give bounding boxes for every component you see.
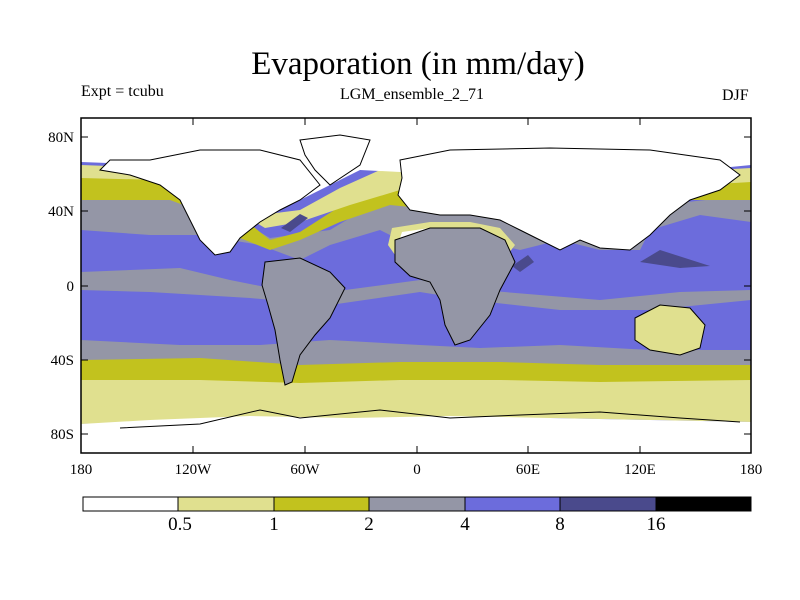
land-australia (634, 304, 706, 356)
colorbar-swatch-1 (82, 496, 179, 512)
x-tick-180e: 180 (740, 462, 763, 478)
colorbar-swatch-6 (559, 496, 657, 512)
colorbar-label-0.5: 0.5 (168, 514, 192, 535)
colorbar-label-2: 2 (364, 514, 374, 535)
experiment-label: Expt = tcubu (81, 83, 164, 100)
colorbar-label-4: 4 (460, 514, 470, 535)
contour-8-16-atlantic (281, 214, 308, 232)
x-tick-120w: 120W (175, 462, 213, 478)
colorbar-swatch-5 (464, 496, 561, 512)
land-antarctica (119, 409, 741, 429)
colorbar-swatch-7 (655, 496, 752, 512)
colorbar-swatch-2 (177, 496, 275, 512)
land-south-america (261, 257, 346, 386)
contour-fields (81, 118, 751, 453)
season-label: DJF (722, 87, 749, 104)
colorbar-swatch-4 (368, 496, 466, 512)
x-tick-60e: 60E (516, 462, 540, 478)
contour-below-0.5-south (81, 416, 751, 453)
x-axis-ticks (192, 118, 641, 453)
land-africa (394, 227, 516, 346)
y-tick-0: 0 (67, 279, 75, 295)
contour-8-16-indian (512, 255, 534, 272)
colorbar (82, 496, 752, 512)
y-tick-80s: 80S (51, 427, 74, 443)
ensemble-label: LGM_ensemble_2_71 (340, 86, 484, 103)
x-tick-120e: 120E (624, 462, 656, 478)
colorbar-label-16: 16 (647, 514, 666, 535)
x-tick-180w: 180 (70, 462, 93, 478)
colorbar-label-1: 1 (269, 514, 279, 535)
y-tick-40n: 40N (48, 204, 74, 220)
colorbar-swatch-3 (273, 496, 370, 512)
contour-8-16-pacific (640, 250, 710, 268)
land-eurasia (397, 147, 741, 251)
colorbar-label-8: 8 (555, 514, 565, 535)
y-tick-40s: 40S (51, 353, 74, 369)
page-title: Evaporation (in mm/day) (251, 46, 585, 82)
land-north-america (98, 149, 321, 256)
land-greenland (299, 134, 371, 186)
y-axis-ticks (81, 136, 751, 435)
x-tick-0: 0 (413, 462, 421, 478)
y-tick-80n: 80N (48, 130, 74, 146)
contour-2-4-tropics (81, 268, 751, 310)
x-tick-60w: 60W (290, 462, 320, 478)
contour-1-2-south (81, 358, 751, 388)
antarctic-pale-patches (81, 396, 751, 422)
